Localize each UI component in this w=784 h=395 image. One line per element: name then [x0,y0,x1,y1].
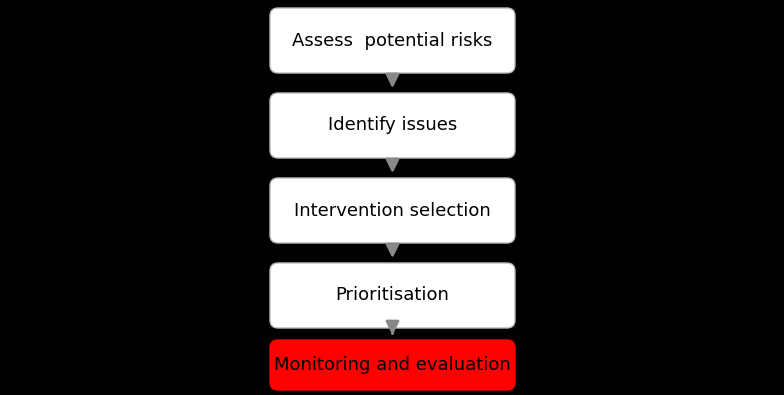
Text: Prioritisation: Prioritisation [336,286,449,305]
FancyBboxPatch shape [270,340,515,390]
Text: Identify issues: Identify issues [328,117,457,135]
FancyBboxPatch shape [270,93,515,158]
Text: Assess  potential risks: Assess potential risks [292,32,492,49]
Text: Monitoring and evaluation: Monitoring and evaluation [274,356,511,374]
FancyBboxPatch shape [270,178,515,243]
FancyBboxPatch shape [270,8,515,73]
Text: Intervention selection: Intervention selection [294,201,491,220]
FancyBboxPatch shape [270,263,515,328]
